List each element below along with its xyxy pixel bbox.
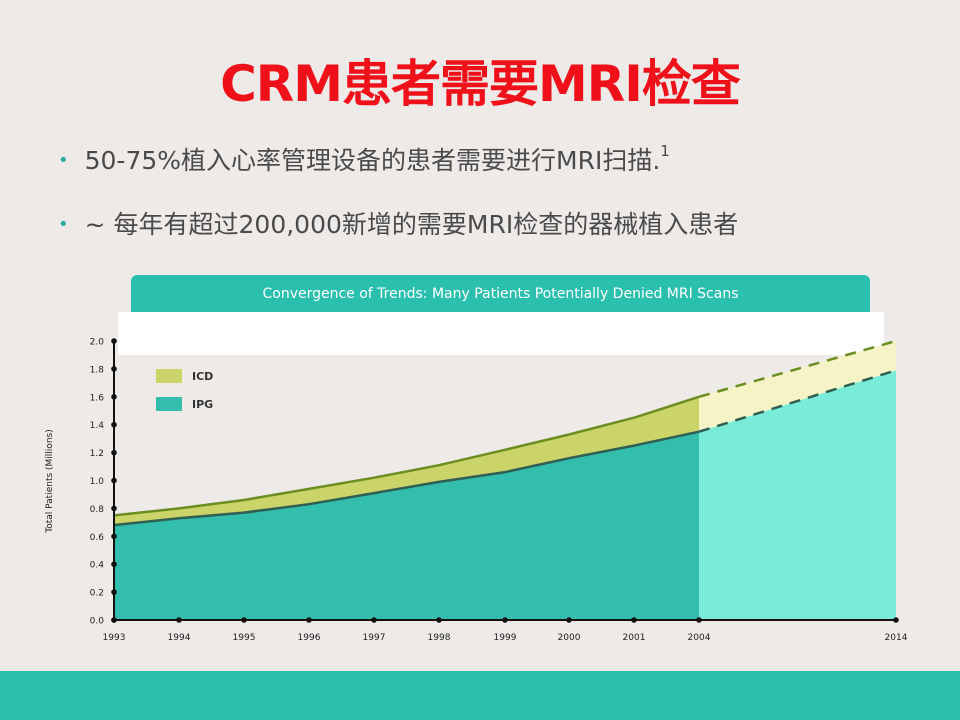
bullet-item: • 50-75%植入心率管理设备的患者需要进行MRI扫描.1 — [58, 141, 670, 177]
y-tick-dot — [111, 477, 117, 484]
footer-bar — [0, 671, 960, 720]
ipg-line-actual — [113, 430, 700, 527]
bullet-text: 50-75%植入心率管理设备的患者需要进行MRI扫描. — [84, 146, 661, 175]
bullet-dot-icon: • — [58, 214, 69, 235]
chart-areas — [114, 341, 896, 620]
y-tick-dot — [111, 394, 117, 400]
y-tick-label: 0.8 — [90, 505, 105, 515]
x-tick-label: 1998 — [428, 633, 451, 643]
ipg-area-projected — [699, 370, 896, 620]
icd-area-projected — [699, 341, 896, 432]
x-tick-label: 1997 — [363, 633, 386, 643]
y-tick-label: 1.0 — [90, 477, 105, 487]
x-tick-dot — [436, 617, 442, 623]
y-tick-label: 0.6 — [90, 533, 105, 543]
x-tick-dot — [696, 617, 702, 623]
x-tick-dot — [371, 617, 377, 623]
x-tick-label: 2001 — [623, 633, 646, 643]
x-tick-label: 2004 — [688, 633, 711, 643]
y-tick-dot — [111, 561, 117, 567]
y-tick-label: 1.4 — [90, 421, 105, 431]
ipg-line-projected — [698, 369, 897, 433]
slide-title: CRM患者需要MRI检查 — [220, 55, 741, 113]
y-tick-dot — [111, 505, 117, 512]
x-tick-label: 2000 — [558, 633, 581, 643]
y-axis-label: Total Patients (Millions) — [45, 429, 55, 533]
icd-line-actual — [113, 395, 700, 517]
y-tick-label: 1.2 — [90, 449, 104, 459]
x-tick-label: 1995 — [233, 633, 256, 643]
legend-label-icd: ICD — [192, 370, 213, 383]
x-tick-dot — [893, 617, 899, 623]
legend-swatch-icd — [156, 369, 182, 383]
y-tick-dot — [111, 589, 117, 595]
y-tick-label: 2.0 — [90, 338, 105, 348]
chart-lines — [113, 339, 897, 527]
bullet-text: ~ 每年有超过200,000新增的需要MRI检查的器械植入患者 — [84, 210, 739, 239]
x-tick-label: 1993 — [103, 633, 126, 643]
chart-axes: 0.0 0.2 0.4 0.6 0.8 1.0 1.2 1.4 1.6 1.8 2.0 1993 199… — [45, 338, 908, 644]
y-tick-label: 0.4 — [90, 561, 105, 571]
chart-title: Convergence of Trends: Many Patients Pot… — [131, 275, 870, 312]
x-tick-dot — [111, 617, 117, 623]
icd-line-projected — [698, 339, 897, 399]
x-tick-label: 2014 — [885, 633, 908, 643]
ipg-area-actual — [114, 431, 699, 620]
icd-area-actual — [114, 396, 699, 526]
x-tick-label: 1999 — [494, 633, 517, 643]
x-tick-dot — [631, 617, 637, 623]
y-tick-dot — [111, 421, 117, 428]
y-tick-label: 0.0 — [90, 617, 105, 627]
x-tick-dot — [241, 617, 247, 623]
bullet-item: • ~ 每年有超过200,000新增的需要MRI检查的器械植入患者 — [58, 205, 738, 241]
footnote-ref: 1 — [660, 141, 670, 160]
y-tick-label: 1.8 — [90, 365, 105, 375]
x-tick-label: 1996 — [298, 633, 321, 643]
chart-legend: ICD IPG — [156, 369, 213, 411]
x-tick-label: 1994 — [168, 633, 191, 643]
legend-swatch-ipg — [156, 397, 182, 411]
x-tick-dot — [566, 617, 572, 623]
x-tick-dot — [306, 617, 312, 623]
y-tick-dot — [111, 533, 117, 540]
y-tick-dot — [111, 366, 117, 372]
chart-header-panel — [118, 312, 884, 355]
y-tick-label: 1.6 — [90, 393, 105, 403]
y-tick-dot — [111, 449, 117, 456]
y-tick-label: 0.2 — [90, 589, 104, 599]
x-tick-dot — [502, 617, 508, 623]
x-tick-dot — [176, 617, 182, 623]
bullet-dot-icon: • — [58, 150, 69, 171]
y-tick-dot — [111, 338, 117, 344]
legend-label-ipg: IPG — [192, 398, 213, 411]
